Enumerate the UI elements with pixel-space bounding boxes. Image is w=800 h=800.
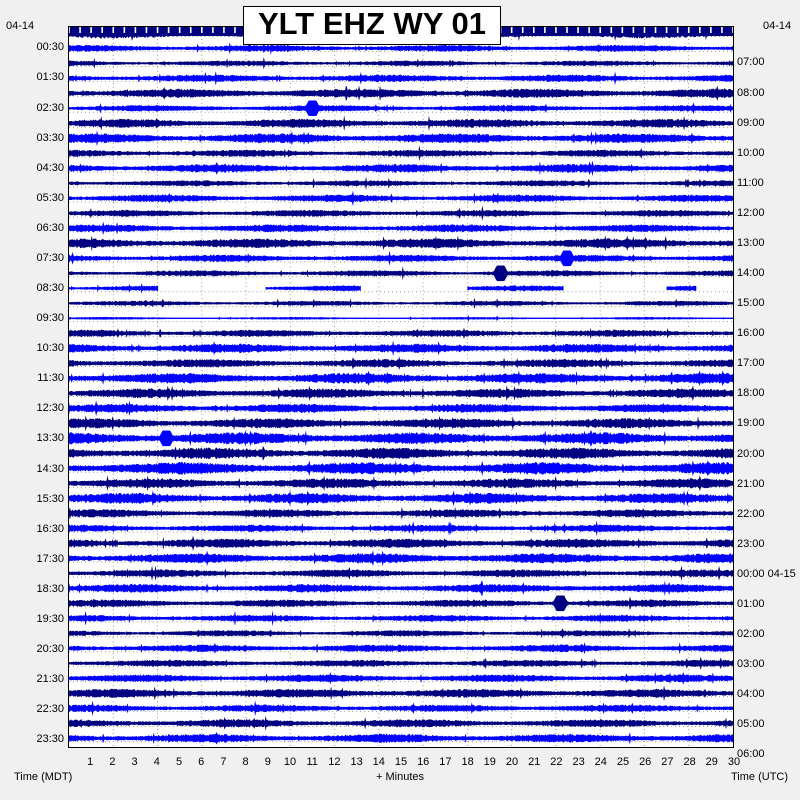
left-hour-label-0030: 00:30 xyxy=(36,41,64,54)
minute-tick-9: 9 xyxy=(264,756,271,768)
minutes-axis-caption: + Minutes xyxy=(376,771,424,783)
minute-tick-23: 23 xyxy=(572,756,585,768)
right-hour-label-1500: 15:00 xyxy=(737,297,765,310)
minute-tick-26: 26 xyxy=(639,756,652,768)
left-hour-label-2330: 23:30 xyxy=(36,733,64,746)
minute-tick-16: 16 xyxy=(417,756,430,768)
left-hour-label-1730: 17:30 xyxy=(36,552,64,565)
minute-tick-14: 14 xyxy=(372,756,385,768)
minute-tick-15: 15 xyxy=(394,756,408,768)
right-hour-label-1100: 11:00 xyxy=(737,176,764,189)
right-hour-label-0800: 08:00 xyxy=(737,86,765,99)
left-hour-label-1030: 10:30 xyxy=(36,342,64,355)
left-timezone-label: Time (MDT) xyxy=(14,771,73,783)
left-hour-label-0330: 03:30 xyxy=(36,131,64,144)
right-hour-label-1000: 10:00 xyxy=(737,146,765,159)
right-hour-label-2100: 21:00 xyxy=(737,477,765,490)
minute-tick-5: 5 xyxy=(175,756,183,768)
minute-tick-3: 3 xyxy=(131,756,138,768)
right-hour-label-0500: 05:00 xyxy=(737,718,765,731)
left-hour-label-1930: 19:30 xyxy=(36,612,64,625)
left-hour-label-0430: 04:30 xyxy=(36,161,64,174)
right-hour-label-0100: 01:00 xyxy=(737,597,765,610)
right-hour-label-2200: 22:00 xyxy=(737,507,765,520)
minute-tick-19: 19 xyxy=(483,756,496,768)
right-hour-label-1900: 19:00 xyxy=(737,417,765,430)
end-date-label: 04-14 xyxy=(763,20,792,32)
minute-tick-7: 7 xyxy=(220,756,227,768)
left-hour-label-2030: 20:30 xyxy=(36,643,64,655)
minute-tick-24: 24 xyxy=(594,756,607,768)
right-hour-label-1700: 17:00 xyxy=(737,357,765,370)
minute-tick-10: 10 xyxy=(283,756,297,768)
right-hour-label-1300: 13:00 xyxy=(737,236,765,249)
right-hour-label-1400: 14:00 xyxy=(737,267,765,279)
minute-tick-8: 8 xyxy=(242,756,249,768)
left-hour-label-1330: 13:30 xyxy=(36,432,64,445)
right-hour-label-1600: 16:00 xyxy=(737,327,765,340)
minute-tick-21: 21 xyxy=(528,756,541,768)
minute-tick-18: 18 xyxy=(461,756,474,768)
right-timezone-label: Time (UTC) xyxy=(731,771,789,783)
left-hour-label-2130: 21:30 xyxy=(36,673,64,686)
right-hour-label-0400: 04:00 xyxy=(737,688,765,701)
right-hour-label-0300: 03:00 xyxy=(737,658,765,671)
left-hour-label-0630: 06:30 xyxy=(36,221,64,234)
left-hour-label-2230: 22:30 xyxy=(36,703,64,716)
right-hour-label-0900: 09:00 xyxy=(737,116,765,129)
minute-tick-20: 20 xyxy=(505,756,519,768)
left-hour-label-0730: 07:30 xyxy=(36,251,64,264)
left-hour-label-0930: 09:30 xyxy=(36,312,64,325)
minute-tick-1: 1 xyxy=(87,756,94,768)
left-hour-label-1830: 18:30 xyxy=(36,582,64,595)
minute-tick-12: 12 xyxy=(328,756,341,768)
right-hour-label-1200: 12:00 xyxy=(737,206,765,219)
minute-tick-17: 17 xyxy=(439,756,452,768)
minute-tick-4: 4 xyxy=(153,756,160,768)
right-hour-label-0200: 02:00 xyxy=(737,628,765,640)
minute-tick-11: 11 xyxy=(306,756,318,768)
minute-tick-28: 28 xyxy=(683,756,696,768)
minute-tick-29: 29 xyxy=(705,756,718,768)
left-hour-label-0230: 02:30 xyxy=(36,101,64,114)
left-hour-label-0130: 01:30 xyxy=(36,71,64,84)
right-hour-label-2000: 20:00 xyxy=(737,447,765,460)
right-hour-label-0600: 06:00 xyxy=(737,748,765,761)
right-hour-label-0700: 07:00 xyxy=(737,56,765,69)
minute-tick-13: 13 xyxy=(350,756,363,768)
left-hour-label-1630: 16:30 xyxy=(36,522,64,535)
left-hour-label-1130: 11:30 xyxy=(37,372,64,385)
right-hour-label-2300: 23:00 xyxy=(737,537,765,550)
left-hour-label-0530: 05:30 xyxy=(36,191,64,204)
start-date-label: 04-14 xyxy=(6,20,35,32)
left-hour-label-1430: 14:30 xyxy=(36,462,64,475)
left-hour-label-1530: 15:30 xyxy=(36,492,64,505)
left-hour-label-0830: 08:30 xyxy=(36,282,64,294)
left-hour-label-1230: 12:30 xyxy=(36,402,64,415)
minute-tick-27: 27 xyxy=(661,756,674,768)
seismic-traces xyxy=(69,27,733,745)
page-title: YLT EHZ WY 01 xyxy=(243,6,501,45)
right-hour-label-0000: 00:00 04-15 xyxy=(737,567,796,580)
minute-tick-2: 2 xyxy=(109,756,116,768)
minute-tick-25: 25 xyxy=(616,756,630,768)
seismogram-plot-area xyxy=(68,26,734,748)
right-hour-label-1800: 18:00 xyxy=(737,387,765,400)
minute-tick-6: 6 xyxy=(198,756,205,768)
minute-tick-22: 22 xyxy=(550,756,563,768)
minute-tick-30: 30 xyxy=(727,756,741,768)
